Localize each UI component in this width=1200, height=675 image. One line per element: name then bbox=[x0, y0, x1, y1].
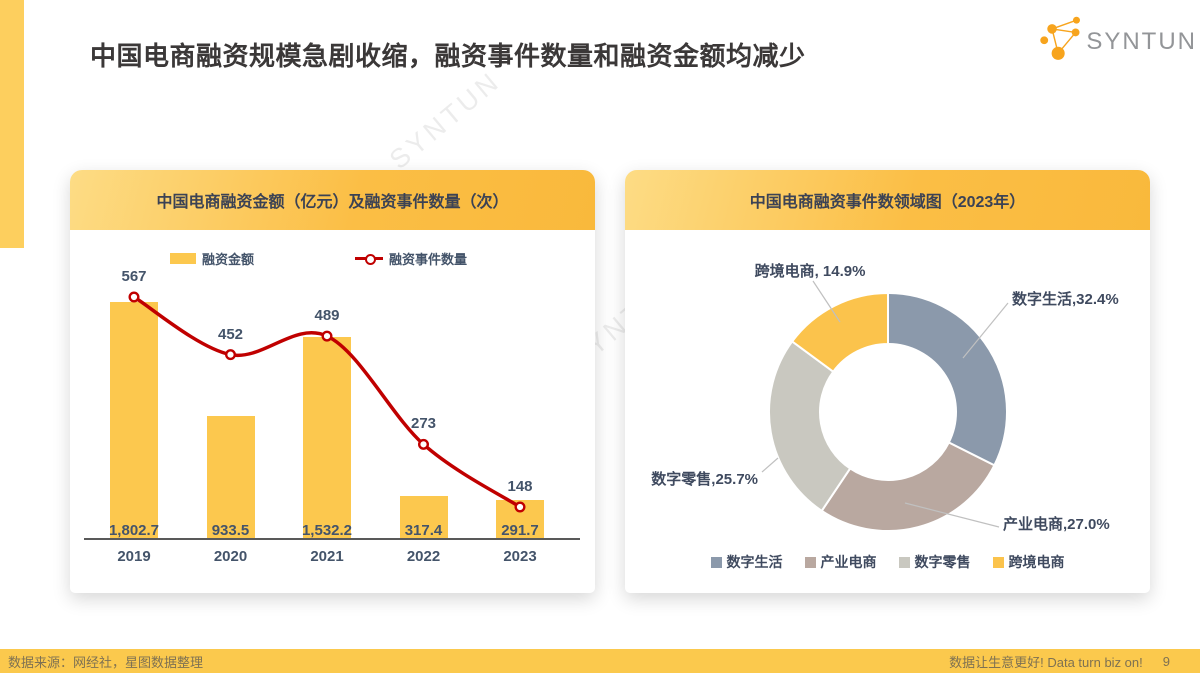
x-axis-label: 2023 bbox=[503, 548, 537, 565]
legend-label: 跨境电商 bbox=[1008, 554, 1065, 570]
footer-right-group: 数据让生意更好! Data turn biz on! 9 bbox=[949, 652, 1170, 671]
legend-label: 数字生活 bbox=[726, 554, 783, 570]
legend-swatch-icon bbox=[992, 556, 1004, 568]
donut-legend-item-数字生活: 数字生活 bbox=[710, 552, 783, 572]
line-value-label: 452 bbox=[217, 325, 244, 343]
donut-legend-item-跨境电商: 跨境电商 bbox=[992, 552, 1065, 572]
donut-legend: 数字生活 产业电商 数字零售 跨境电商 bbox=[625, 552, 1150, 572]
legend-label: 产业电商 bbox=[820, 554, 877, 570]
callout-产业电商: 产业电商,27.0% bbox=[1003, 516, 1110, 533]
x-axis-label: 2019 bbox=[117, 548, 151, 565]
callout-跨境电商: 跨境电商, 14.9% bbox=[754, 263, 866, 280]
bar-2021 bbox=[303, 337, 351, 538]
bar-value-label: 1,802.7 bbox=[108, 522, 160, 539]
line-marker-icon bbox=[355, 253, 383, 265]
line-point-marker bbox=[514, 501, 526, 513]
bar-value-label: 317.4 bbox=[404, 522, 443, 539]
bar-line-plot: 1,802.7 2019 933.5 2020 1,532.2 2021 317.4 2022… bbox=[70, 230, 595, 593]
slide-title: 中国电商融资规模急剧收缩，融资事件数量和融资金额均减少 bbox=[90, 41, 806, 71]
line-point-marker bbox=[224, 349, 236, 361]
legend-label: 数字零售 bbox=[914, 554, 971, 570]
callout-leader-line bbox=[904, 502, 1000, 528]
donut-chart bbox=[761, 280, 1009, 532]
line-point-marker bbox=[128, 291, 140, 303]
legend-label-events: 融资事件数量 bbox=[389, 251, 468, 267]
donut-legend-item-产业电商: 产业电商 bbox=[804, 552, 877, 572]
page-number: 9 bbox=[1162, 653, 1170, 669]
financing-trend-card: 中国电商融资金额（亿元）及融资事件数量（次） 融资金额 融资事件数量 1,802… bbox=[70, 170, 595, 593]
logo-wordmark: SYNTUN bbox=[1086, 28, 1197, 55]
financing-trend-card-header: 中国电商融资金额（亿元）及融资事件数量（次） bbox=[70, 170, 595, 230]
line-marker-dot-icon bbox=[365, 253, 376, 265]
donut-slice-跨境电商 bbox=[790, 291, 889, 374]
syntun-logo: SYNTUN bbox=[1032, 10, 1197, 74]
bar-swatch-icon bbox=[170, 252, 196, 264]
donut-slice-产业电商 bbox=[820, 441, 996, 532]
bar-2020 bbox=[206, 415, 255, 538]
line-value-label: 489 bbox=[314, 307, 340, 325]
x-axis-label: 2021 bbox=[310, 548, 344, 565]
bar-value-label: 933.5 bbox=[211, 522, 250, 539]
donut-legend-item-数字零售: 数字零售 bbox=[898, 552, 971, 572]
legend-item-events: 融资事件数量 bbox=[355, 250, 468, 267]
line-value-label: 273 bbox=[410, 415, 437, 433]
donut-slice-数字生活 bbox=[887, 291, 1008, 467]
legend-swatch-icon bbox=[804, 556, 816, 568]
legend-label-amount: 融资金额 bbox=[202, 251, 255, 267]
bar-value-label: 1,532.2 bbox=[301, 522, 353, 539]
sector-share-card-header: 中国电商融资事件数领域图（2023年） bbox=[625, 170, 1150, 230]
callout-数字零售: 数字零售,25.7% bbox=[651, 471, 758, 488]
donut-slice-数字零售 bbox=[768, 340, 852, 513]
bar-2019 bbox=[110, 302, 158, 538]
events-line-series bbox=[128, 291, 526, 513]
footer-slogan: 数据让生意更好! Data turn biz on! bbox=[949, 654, 1143, 670]
sector-share-chart: 数字生活 产业电商 数字零售 跨境电商 数字生活,32.4% 产业电商,27.0% 数字零… bbox=[625, 230, 1150, 593]
x-axis-line bbox=[84, 538, 580, 540]
sector-share-card: 中国电商融资事件数领域图（2023年） 数字生活 产业电商 数字零售 跨境电商 数字生… bbox=[625, 170, 1150, 593]
footer-bar: 数据来源：网经社，星图数据整理 数据让生意更好! Data turn biz o… bbox=[0, 649, 1200, 673]
footer-source: 数据来源：网经社，星图数据整理 bbox=[8, 654, 204, 670]
line-point-marker bbox=[418, 438, 430, 450]
line-point-marker bbox=[321, 330, 333, 342]
callout-leader-line bbox=[812, 280, 841, 323]
financing-trend-card-title: 中国电商融资金额（亿元）及融资事件数量（次） bbox=[156, 194, 509, 211]
left-accent-bar bbox=[0, 0, 24, 248]
callout-leader-line bbox=[761, 457, 779, 473]
legend-swatch-icon bbox=[710, 556, 722, 568]
line-value-label: 567 bbox=[121, 268, 147, 285]
watermark-text: SYNTUN bbox=[383, 65, 507, 176]
x-axis-label: 2020 bbox=[213, 548, 248, 565]
sector-share-card-title: 中国电商融资事件数领域图（2023年） bbox=[749, 194, 1026, 211]
bar-2022 bbox=[399, 496, 448, 538]
bar-value-label: 291.7 bbox=[501, 522, 539, 539]
callout-leader-line bbox=[962, 302, 1009, 359]
syntun-logo-icon bbox=[1040, 16, 1080, 60]
callout-数字生活: 数字生活,32.4% bbox=[1012, 291, 1119, 308]
x-axis-label: 2022 bbox=[406, 548, 441, 565]
line-value-label: 148 bbox=[507, 478, 533, 495]
legend-swatch-icon bbox=[898, 556, 910, 568]
financing-trend-chart: 融资金额 融资事件数量 1,802.7 2019 933.5 2020 1,532.2 2… bbox=[70, 230, 595, 593]
legend-item-amount: 融资金额 bbox=[170, 250, 255, 267]
